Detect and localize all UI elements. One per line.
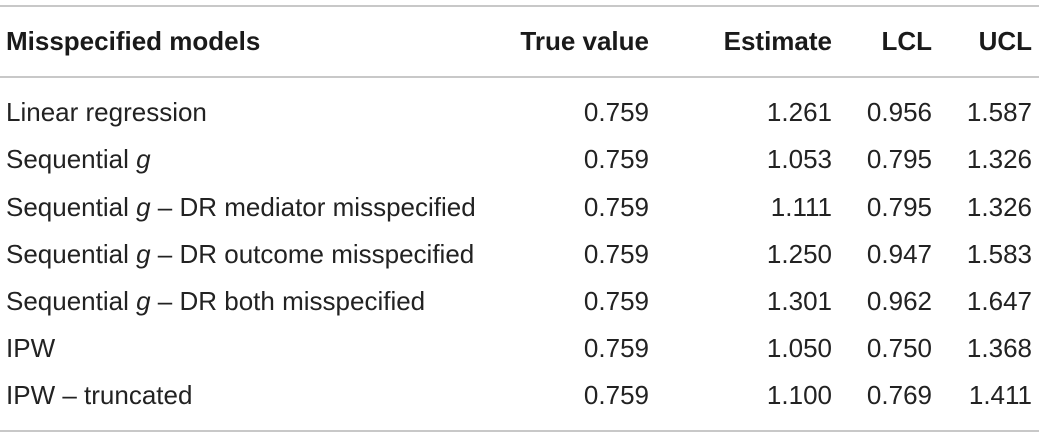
header-true-value: True value [520,26,649,56]
row-model-label: IPW [6,333,56,363]
row-model-label: Sequential g – DR both misspecified [6,286,426,316]
table-row: Sequential g – DR outcome misspecified 0… [0,231,1039,278]
header-model: Misspecified models [6,26,261,56]
row-lcl: 0.795 [866,144,932,174]
row-ucl: 1.411 [968,380,1032,410]
row-ucl: 1.326 [966,192,1032,222]
row-ucl: 1.583 [966,239,1032,269]
row-true-value: 0.759 [583,333,649,363]
row-true-value: 0.759 [583,239,649,269]
row-estimate: 1.250 [766,239,832,269]
row-model-label: IPW – truncated [6,380,193,410]
table-header-row: Misspecified models True value Estimate … [0,18,1039,65]
header-lcl: LCL [881,26,932,56]
row-estimate: 1.053 [766,144,832,174]
row-lcl: 0.795 [866,192,932,222]
row-estimate: 1.111 [770,192,832,222]
row-lcl: 0.962 [866,286,932,316]
row-ucl: 1.587 [966,97,1032,127]
table-bottom-rule [0,430,1039,432]
header-ucl: UCL [978,26,1032,56]
row-true-value: 0.759 [583,192,649,222]
table-row: Linear regression 0.759 1.261 0.956 1.58… [0,89,1039,136]
table-row: IPW 0.759 1.050 0.750 1.368 [0,325,1039,372]
table-header-rule [0,76,1039,78]
table-row: IPW – truncated 0.759 1.100 0.769 1.411 [0,372,1039,419]
row-ucl: 1.647 [966,286,1032,316]
row-lcl: 0.769 [866,380,932,410]
row-estimate: 1.261 [766,97,832,127]
row-model-label: Linear regression [6,97,207,127]
row-model-label: Sequential g [6,144,151,174]
row-ucl: 1.368 [966,333,1032,363]
table-row: Sequential g – DR both misspecified 0.75… [0,278,1039,325]
table-row: Sequential g 0.759 1.053 0.795 1.326 [0,136,1039,183]
row-ucl: 1.326 [966,144,1032,174]
row-true-value: 0.759 [583,286,649,316]
row-true-value: 0.759 [583,144,649,174]
row-estimate: 1.050 [766,333,832,363]
table-top-rule [0,5,1039,7]
row-lcl: 0.956 [866,97,932,127]
row-estimate: 1.100 [766,380,832,410]
row-estimate: 1.301 [766,286,832,316]
table-row: Sequential g – DR mediator misspecified … [0,184,1039,231]
header-estimate: Estimate [723,26,832,56]
row-model-label: Sequential g – DR outcome misspecified [6,239,475,269]
row-true-value: 0.759 [583,97,649,127]
row-model-label: Sequential g – DR mediator misspecified [6,192,476,222]
row-lcl: 0.750 [866,333,932,363]
row-lcl: 0.947 [866,239,932,269]
row-true-value: 0.759 [583,380,649,410]
